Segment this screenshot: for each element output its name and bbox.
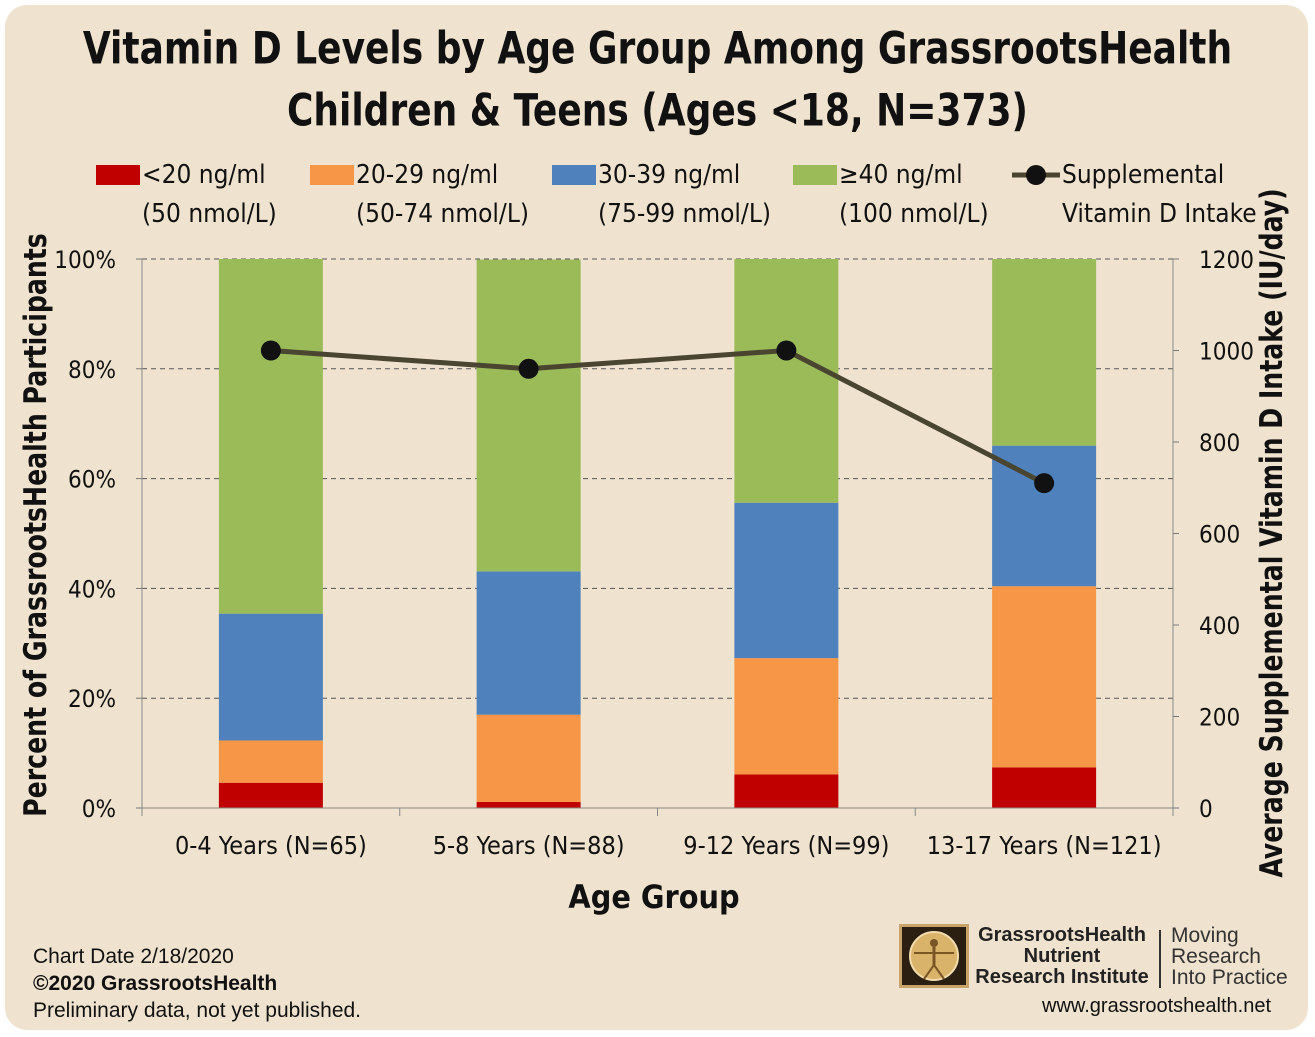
bar-segment (734, 658, 839, 775)
bar-segment (992, 445, 1097, 587)
y2-tick-label: 1200 (1199, 246, 1254, 274)
bars (218, 259, 1097, 808)
y-axis-label: Percent of GrassrootsHealth Participants (18, 233, 54, 817)
tagline-line1: Moving (1171, 924, 1239, 947)
y2-tick-label: 1000 (1199, 338, 1254, 366)
legend-label-20-29: 20-29 ng/ml (356, 160, 499, 190)
tagline: Moving Research Into Practice (1171, 925, 1288, 988)
bar-segment (476, 801, 581, 808)
bar-segment (218, 259, 323, 614)
copyright: ©2020 GrassrootsHealth (33, 972, 278, 995)
x-tick-label: 13-17 Years (N=121) (927, 831, 1162, 860)
legend-swatch-30-39 (552, 165, 596, 185)
legend-swatch-20-29 (310, 165, 354, 185)
legend-sublabel-lt20: (50 nmol/L) (142, 199, 277, 229)
website-url: www.grassrootshealth.net (1042, 995, 1272, 1017)
chart-title-line1: Vitamin D Levels by Age Group Among Gras… (82, 23, 1233, 75)
logo-line3: Research Institute (975, 966, 1149, 988)
legend-sublabel-ge40: (100 nmol/L) (839, 199, 989, 229)
bar-segment (992, 586, 1097, 768)
x-axis-label: Age Group (568, 878, 739, 916)
x-tick-label: 5-8 Years (N=88) (433, 831, 625, 860)
y2-tick-label: 600 (1199, 521, 1240, 549)
intake-point (260, 340, 281, 361)
y-tick-label: 0% (82, 795, 116, 823)
legend-sublabel-supplemental: Vitamin D Intake (1062, 199, 1257, 229)
x-tick-label: 0-4 Years (N=65) (175, 831, 367, 860)
bar-segment (218, 613, 323, 741)
y2-tick-label: 0 (1199, 795, 1213, 823)
intake-point (776, 340, 797, 361)
chart-title-line2: Children & Teens (Ages <18, N=373) (287, 85, 1028, 137)
bar-segment (992, 259, 1097, 446)
y-tick-label: 60% (68, 466, 116, 494)
bar-segment (476, 259, 581, 572)
vitruvian-logo-icon (909, 931, 959, 981)
tagline-line3: Into Practice (1171, 966, 1288, 989)
legend-swatch-ge40 (793, 165, 837, 185)
y-tick-label: 80% (68, 356, 116, 384)
axis-labels: 0% 20% 40% 60% 80% 100% 0 200 400 600 800 1000 1200 0… (54, 246, 1254, 860)
tagline-line2: Research (1171, 945, 1261, 968)
y2-tick-label: 200 (1199, 704, 1240, 732)
legend-label-lt20: <20 ng/ml (142, 160, 266, 190)
x-tick-label: 9-12 Years (N=99) (683, 831, 889, 860)
legend-sublabel-30-39: (75-99 nmol/L) (598, 199, 771, 229)
bar-segment (476, 571, 581, 715)
logo-divider (1159, 930, 1161, 988)
y-tick-label: 40% (68, 575, 116, 603)
bar-segment (476, 714, 581, 802)
bar-segment (734, 502, 839, 659)
chart-date: Chart Date 2/18/2020 (33, 945, 234, 968)
bar-segment (218, 782, 323, 808)
legend-label-ge40: ≥40 ng/ml (839, 160, 963, 190)
axes (136, 258, 1179, 816)
preliminary-note: Preliminary data, not yet published. (33, 999, 362, 1022)
bar-segment (992, 767, 1097, 808)
intake-point (1034, 473, 1055, 494)
legend-swatch-lt20 (96, 165, 140, 185)
y-tick-label: 100% (54, 246, 116, 274)
y2-tick-label: 800 (1199, 429, 1240, 457)
intake-point (518, 358, 539, 379)
logo-text: GrassrootsHealth Nutrient Research Insti… (972, 925, 1152, 988)
intake-line-path (270, 347, 1046, 486)
legend-label-supplemental: Supplemental (1062, 160, 1225, 190)
logo-line1: GrassrootsHealth (978, 924, 1146, 946)
bar-segment (734, 259, 839, 503)
legend-line-marker (1012, 165, 1060, 185)
legend-label-30-39: 30-39 ng/ml (598, 160, 741, 190)
organization-logo (899, 924, 969, 988)
y-tick-label: 20% (68, 685, 116, 713)
bar-segment (734, 774, 839, 808)
bar-segment (218, 740, 323, 783)
y2-axis-label: Average Supplemental Vitamin D Intake (I… (1254, 188, 1290, 877)
y2-tick-label: 400 (1199, 612, 1240, 640)
legend-sublabel-20-29: (50-74 nmol/L) (356, 199, 529, 229)
logo-line2: Nutrient (1023, 945, 1101, 967)
intake-line (260, 340, 1055, 494)
